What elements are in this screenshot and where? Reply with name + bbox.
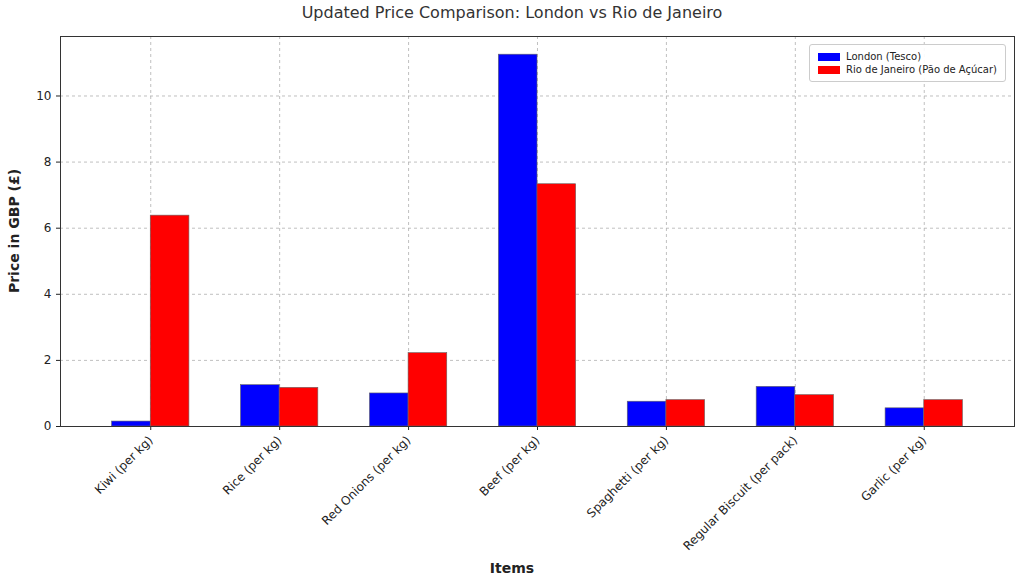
- svg-text:Beef (per kg): Beef (per kg): [477, 433, 543, 499]
- svg-text:Spaghetti (per kg): Spaghetti (per kg): [584, 433, 671, 520]
- svg-text:Rice (per kg): Rice (per kg): [220, 433, 284, 497]
- html-text:Price in GBP (£): Price in GBP (£): [6, 168, 22, 294]
- html-text:Rio de Janeiro (Pão de Açúcar): Rio de Janeiro (Pão de Açúcar): [846, 64, 997, 75]
- html-text:Items: Items: [489, 560, 535, 576]
- svg-text:8: 8: [44, 155, 52, 169]
- html-text:Updated Price Comparison: Lond: Updated Price Comparison: London vs Rio …: [301, 3, 723, 22]
- svg-text:10: 10: [36, 89, 51, 103]
- svg-text:Garlic (per kg): Garlic (per kg): [858, 433, 929, 504]
- svg-text:4: 4: [44, 287, 52, 301]
- html-text:London (Tesco): London (Tesco): [846, 51, 922, 62]
- svg-text:Kiwi (per kg): Kiwi (per kg): [92, 433, 156, 497]
- svg-text:Regular Biscuit (per pack): Regular Biscuit (per pack): [680, 433, 800, 553]
- svg-text:2: 2: [44, 353, 52, 367]
- svg-text:0: 0: [44, 419, 52, 433]
- svg-text:6: 6: [44, 221, 52, 235]
- svg-text:Red Onions (per kg): Red Onions (per kg): [319, 433, 414, 528]
